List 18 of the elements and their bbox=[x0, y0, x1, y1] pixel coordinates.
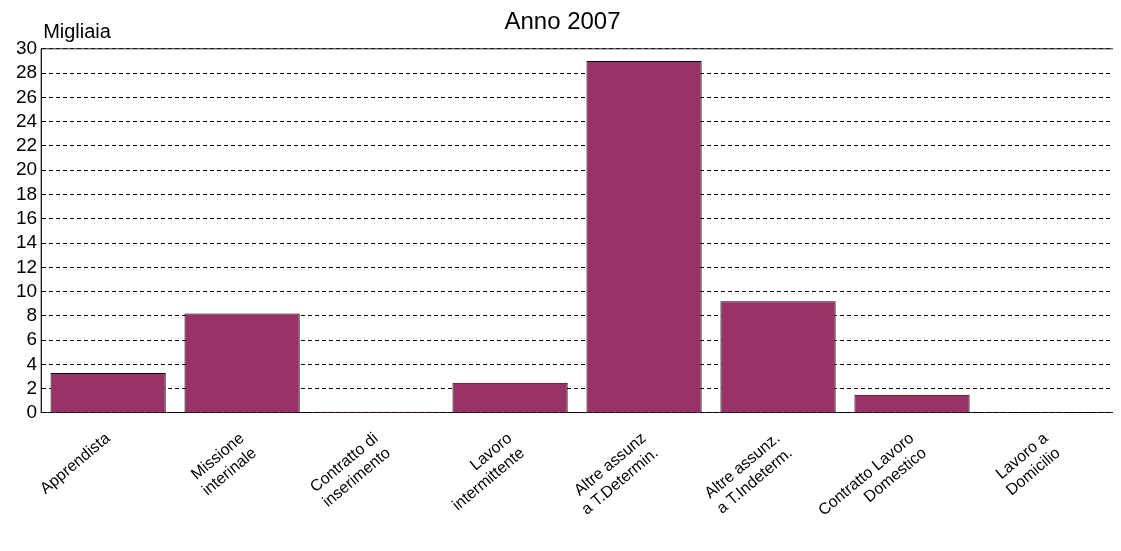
y-tick-label: 22 bbox=[15, 134, 38, 156]
y-tick-label: 10 bbox=[15, 279, 38, 301]
y-tick-label: 16 bbox=[15, 206, 38, 228]
y-axis-title: Migliaia bbox=[43, 20, 112, 43]
y-tick-label: 8 bbox=[26, 304, 38, 326]
y-tick-label: 20 bbox=[15, 158, 38, 180]
y-tick-label: 18 bbox=[15, 182, 38, 204]
y-tick-label: 2 bbox=[26, 376, 38, 398]
y-tick-label: 14 bbox=[15, 231, 38, 253]
y-tick-label: 0 bbox=[26, 401, 38, 423]
chart-title: Anno 2007 bbox=[504, 7, 621, 35]
y-tick-label: 6 bbox=[26, 328, 38, 350]
y-tick-label: 30 bbox=[15, 37, 38, 59]
y-tick-label: 28 bbox=[15, 61, 38, 83]
y-tick-label: 12 bbox=[15, 255, 38, 277]
y-tick-label: 26 bbox=[15, 85, 38, 107]
y-tick-label: 4 bbox=[26, 352, 38, 374]
y-tick-label: 24 bbox=[15, 109, 38, 131]
